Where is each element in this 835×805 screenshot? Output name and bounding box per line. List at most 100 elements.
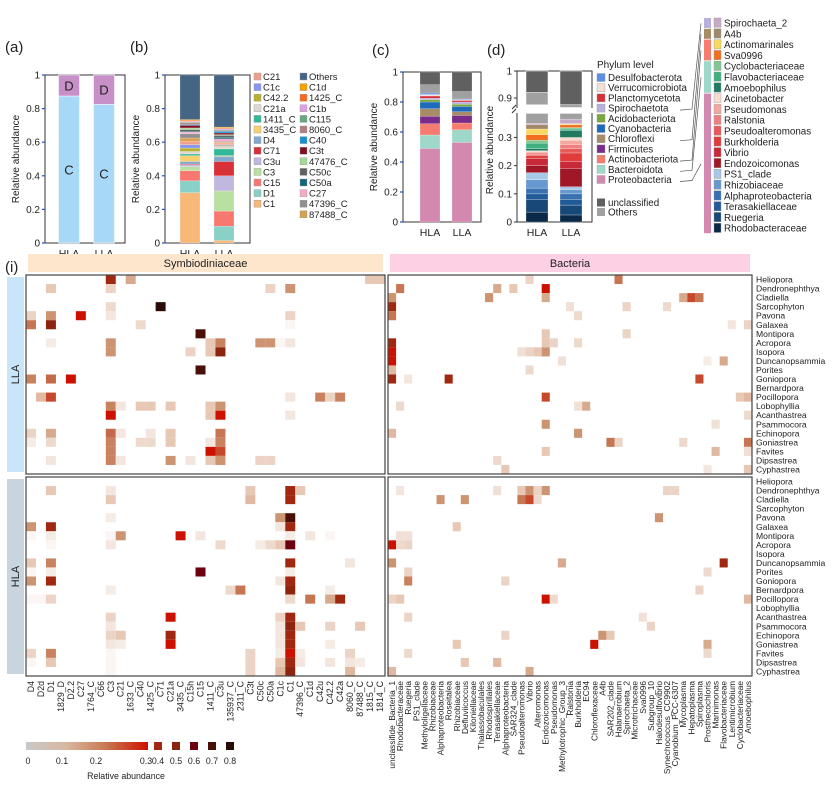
y-tick-label: 0.1 <box>498 189 512 200</box>
legend-label: C115 <box>309 114 331 125</box>
row-label: Galaxea <box>756 522 788 532</box>
heatmap-cell <box>26 531 36 541</box>
heatmap-cell <box>388 311 397 321</box>
legend-swatch-Cyclobacteriaceae <box>713 61 722 71</box>
panel-label-c: (c) <box>372 42 390 59</box>
heatmap-cell <box>215 428 226 438</box>
heatmap-cell <box>45 648 56 658</box>
heatmap-frame-Symbiodiniaceae-HLA <box>25 476 386 677</box>
legend-label: Chloroflexi <box>608 134 654 145</box>
legend-swatch-Actinomarinales <box>713 39 722 50</box>
bar-segment-d-LLA-Vibrio <box>559 161 583 169</box>
legend-swatch-C15 <box>253 178 262 187</box>
bar-segment-b-LLA-C3 <box>213 190 235 212</box>
heatmap-cell <box>26 320 36 330</box>
heatmap-cell <box>541 392 550 402</box>
bar-segment-c-HLA-Others <box>419 84 441 94</box>
heatmap-cell <box>45 437 56 447</box>
legend-label: C1b <box>309 104 326 115</box>
heatmap-cell <box>541 347 550 357</box>
legend-label: PS1_clade <box>724 170 772 181</box>
panel-label-i: (i) <box>5 259 18 276</box>
bar-segment-b-HLA-C3u <box>179 164 201 167</box>
y-tick-label: 0.3 <box>498 133 512 144</box>
legend-label: Planctomycetota <box>608 93 681 104</box>
heatmap-cell <box>743 320 752 330</box>
legend-swatch-Spirochaetota <box>596 103 606 113</box>
row-label: Bernardpora <box>756 383 804 393</box>
legend-connector-line <box>679 23 702 111</box>
column-label: C66 <box>96 681 106 697</box>
legend-swatch-C50a <box>299 178 308 187</box>
column-label: 47396_C <box>295 680 305 716</box>
legend-swatch-C42.2 <box>253 93 262 102</box>
column-label: 8060_C <box>345 680 355 711</box>
heatmap-cell <box>396 401 405 411</box>
heatmap-cell <box>225 585 236 595</box>
column-label: Ralstonia <box>565 681 575 716</box>
heatmap-cell <box>205 446 216 456</box>
column-label: C1c <box>275 680 285 696</box>
heatmap-cell <box>195 365 206 375</box>
row-label: Dipsastrea <box>756 455 797 465</box>
heatmap-cell <box>275 338 286 348</box>
column-label: Amoebophilus <box>743 681 753 734</box>
heatmap-cell <box>638 612 647 622</box>
bar-segment-d-LLA-upper-Others <box>559 104 583 108</box>
legend-swatch-Spirochaeta_2 <box>713 17 722 28</box>
heatmap-frame-Bacteria-HLA <box>387 476 753 677</box>
row-label: Acanthastrea <box>756 612 807 622</box>
bar-segment-d-LLA-Alphaproteobacteria <box>559 193 583 200</box>
legend-swatch-87488_C <box>299 210 308 219</box>
legend-swatch-C71 <box>253 146 262 155</box>
column-label: 1815_C <box>365 680 375 711</box>
heatmap-cell <box>285 513 296 523</box>
row-label: Acanthastrea <box>756 410 807 420</box>
bar-segment-d-LLA-upper-unclassified <box>559 70 583 106</box>
colorbar-step-swatch <box>172 742 180 750</box>
heatmap-cell <box>285 540 296 550</box>
heatmap-cell <box>65 374 76 384</box>
row-label: Galaxea <box>756 320 788 330</box>
legend-swatch-Firmicutes <box>596 144 606 154</box>
y-tick-label: 0.8 <box>384 98 398 109</box>
heatmap-cell <box>245 657 256 667</box>
heatmap-cell <box>285 320 296 330</box>
heatmap-cell <box>155 302 166 312</box>
heatmap-cell <box>525 347 534 357</box>
plot-frame-d <box>516 70 593 223</box>
legend-label: Pseudoalteromonas <box>724 127 811 138</box>
heatmap-cell <box>145 437 156 447</box>
legend-swatch-Acidobacteriota <box>596 114 606 123</box>
heatmap-cell <box>205 338 216 348</box>
row-label: Goniopora <box>756 374 796 384</box>
bar-segment-b-LLA-C115 <box>213 129 235 131</box>
column-label: Terasakiellaceae <box>492 681 502 743</box>
colorbar-gradient-bar <box>26 742 148 750</box>
row-label: Dendronephthya <box>756 486 820 496</box>
legend-label: C27 <box>309 189 326 200</box>
bar-segment-b-LLA-C3t <box>213 132 235 135</box>
heatmap-cell <box>285 495 296 505</box>
heatmap-cell <box>145 428 156 438</box>
heatmap-cell <box>115 455 126 465</box>
column-label: C27 <box>76 681 86 697</box>
colorbar-tick-label: 0.3 <box>140 756 152 766</box>
bar-segment-d-HLA-Ruegeria <box>525 199 549 213</box>
legend-label: Burkholderia <box>724 137 780 148</box>
column-label: SAR202_clade <box>605 681 615 737</box>
legend-label: D1 <box>263 189 275 200</box>
row-label: Porites <box>756 567 783 577</box>
column-label: C42.2 <box>325 681 335 705</box>
heatmap-cell <box>285 567 296 577</box>
column-label: Alphaproteobacteria <box>500 681 510 756</box>
heatmap-cell <box>115 639 126 649</box>
heatmap-cell <box>388 374 397 384</box>
panel-label-a: (a) <box>5 39 23 56</box>
heatmap-cell <box>703 567 712 577</box>
bar-segment-d-LLA-Sva0996 <box>559 124 583 128</box>
legend-connector-line <box>679 77 702 172</box>
heatmap-cell <box>105 621 116 631</box>
bar-segment-d-HLA-PS1_clade <box>525 172 549 180</box>
